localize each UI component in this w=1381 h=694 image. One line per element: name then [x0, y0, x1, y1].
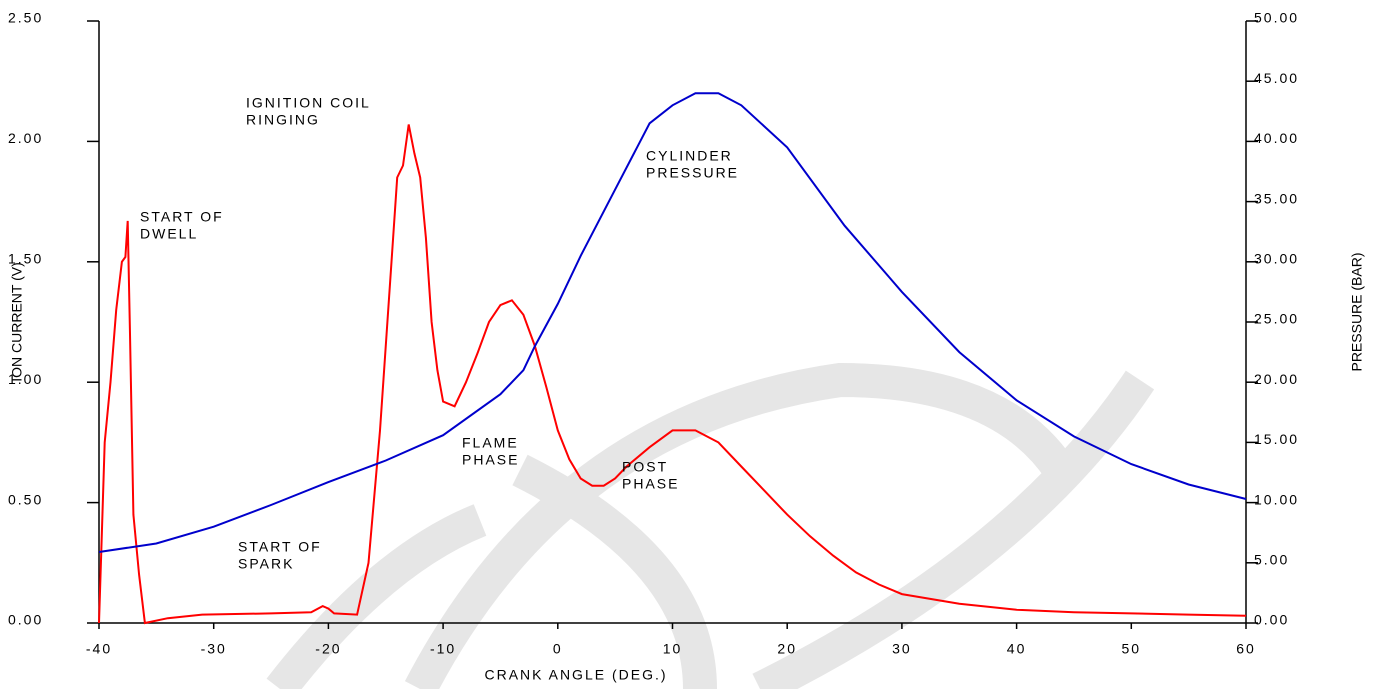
y2-tick-label: 30.00 — [1254, 251, 1299, 267]
annotation: CYLINDER — [646, 148, 733, 164]
annotation: IGNITION COIL — [246, 95, 371, 111]
watermark-arc — [266, 504, 487, 694]
y2-tick-label: 0.00 — [1254, 612, 1289, 628]
watermark-arc — [404, 362, 1075, 694]
annotation: PHASE — [622, 476, 679, 492]
y-tick-label: 1.50 — [8, 251, 43, 267]
annotation: FLAME — [462, 435, 519, 451]
series-line — [98, 124, 1247, 625]
y-tick-label: 0.50 — [8, 491, 43, 507]
x-tick-label: 50 — [1122, 641, 1142, 657]
y2-tick-label: 50.00 — [1254, 10, 1299, 26]
y-tick-label: 2.00 — [8, 130, 43, 146]
y-tick-label: 1.00 — [8, 371, 43, 387]
y2-tick-label: 5.00 — [1254, 552, 1289, 568]
x-tick-label: -30 — [201, 641, 227, 657]
y2-tick-label: 25.00 — [1254, 311, 1299, 327]
y-tick-label: 2.50 — [8, 10, 43, 26]
annotation: START OF — [238, 539, 322, 555]
annotation: DWELL — [140, 226, 198, 242]
annotation: SPARK — [238, 556, 294, 572]
annotation: PHASE — [462, 452, 519, 468]
y2-axis-title: PRESSURE (BAR) — [1349, 252, 1365, 371]
watermark-arc — [512, 454, 717, 690]
watermark — [266, 362, 1155, 694]
watermark-arc — [752, 370, 1155, 694]
x-tick-label: -40 — [86, 641, 112, 657]
y2-tick-label: 10.00 — [1254, 491, 1299, 507]
y2-tick-label: 45.00 — [1254, 70, 1299, 86]
annotation: START OF — [140, 209, 224, 225]
annotation: RINGING — [246, 112, 320, 128]
x-tick-label: 20 — [777, 641, 797, 657]
y2-tick-label: 40.00 — [1254, 130, 1299, 146]
x-tick-label: 30 — [892, 641, 912, 657]
y-tick-label: 0.00 — [8, 612, 43, 628]
x-tick-label: 10 — [663, 641, 683, 657]
x-tick-label: 0 — [553, 641, 563, 657]
y2-tick-label: 35.00 — [1254, 190, 1299, 206]
x-axis-title: CRANK ANGLE (DEG.) — [484, 667, 667, 683]
y2-tick-label: 15.00 — [1254, 431, 1299, 447]
x-tick-label: -10 — [430, 641, 456, 657]
annotation: POST — [622, 459, 668, 475]
y2-tick-label: 20.00 — [1254, 371, 1299, 387]
y-axis-title: ION CURRENT (V) — [9, 262, 25, 382]
series-line — [98, 92, 1247, 553]
x-tick-label: -20 — [315, 641, 341, 657]
annotation: PRESSURE — [646, 165, 739, 181]
x-tick-label: 60 — [1236, 641, 1256, 657]
x-tick-label: 40 — [1007, 641, 1027, 657]
